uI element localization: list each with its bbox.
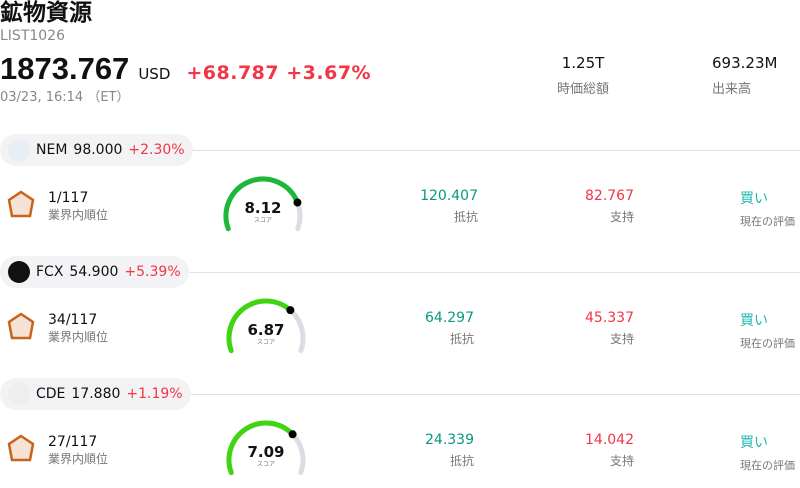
rating-label: 現在の評価 <box>740 459 795 472</box>
score-gauge <box>226 298 306 354</box>
stock-change: +2.30% <box>128 142 185 158</box>
support-label: 支持 <box>609 210 634 224</box>
gauge-marker <box>286 306 295 315</box>
ticker: FCX <box>36 264 64 280</box>
market-cap-value: 1.25T <box>561 54 605 72</box>
resistance-label: 抵抗 <box>449 454 474 468</box>
support-value: 82.767 <box>585 188 634 204</box>
score: 6.87 スコア <box>236 321 296 347</box>
industry-rank: 1/117 業界内順位 <box>48 190 108 223</box>
change-value: +68.787 <box>186 62 280 84</box>
rank-value: 27/117 <box>48 434 98 450</box>
resistance: 120.407 抵抗 <box>398 188 478 225</box>
gauge-fill <box>223 176 300 232</box>
volume: 693.23M 出来高 <box>712 54 800 97</box>
rank-value: 34/117 <box>48 312 98 328</box>
resistance-label: 抵抗 <box>449 332 474 346</box>
gauge-marker <box>293 198 302 207</box>
stock-price: 17.880 <box>71 386 121 402</box>
timestamp: 03/23, 16:14 （ET） <box>0 90 130 105</box>
currency: USD <box>138 65 171 83</box>
score-value: 7.09 <box>247 443 285 461</box>
rating: 買い 現在の評価 <box>740 188 795 229</box>
gauge-marker <box>288 430 297 439</box>
score-label: スコア <box>256 461 275 468</box>
rank-value: 1/117 <box>48 190 89 206</box>
rating: 買い 現在の評価 <box>740 432 795 473</box>
volume-value: 693.23M <box>712 54 778 72</box>
rank-label: 業界内順位 <box>48 208 109 222</box>
score-value: 6.87 <box>247 321 285 339</box>
industry-rank: 34/117 業界内順位 <box>48 312 108 345</box>
rating-value: 買い <box>740 313 768 329</box>
price-change: +68.787 +3.67% <box>186 54 371 92</box>
score: 8.12 スコア <box>233 199 293 225</box>
stock-price: 98.000 <box>73 142 123 158</box>
list-code: LIST1026 <box>0 28 65 44</box>
stock-price: 54.900 <box>69 264 119 280</box>
support: 82.767 支持 <box>554 188 634 225</box>
rank-label: 業界内順位 <box>48 452 109 466</box>
support-value: 45.337 <box>585 310 634 326</box>
resistance: 64.297 抵抗 <box>394 310 474 347</box>
section-divider <box>190 394 800 395</box>
score-gauge <box>226 420 306 476</box>
company-logo-icon <box>8 261 30 283</box>
stock-change: +1.19% <box>126 386 183 402</box>
score: 7.09 スコア <box>236 443 296 469</box>
volume-label: 出来高 <box>712 82 752 97</box>
resistance-value: 64.297 <box>425 310 474 326</box>
support-label: 支持 <box>609 454 634 468</box>
company-logo-icon <box>8 139 30 161</box>
score-gauge <box>223 176 303 232</box>
ticker: NEM <box>36 142 68 158</box>
radar-icon <box>7 312 35 340</box>
stock-pill-cde[interactable]: CDE 17.880 +1.19% <box>0 378 191 410</box>
support: 14.042 支持 <box>554 432 634 469</box>
support-value: 14.042 <box>585 432 634 448</box>
rank-label: 業界内順位 <box>48 330 109 344</box>
radar-icon <box>7 434 35 462</box>
market-cap-label: 時価総額 <box>556 82 609 97</box>
radar-icon <box>7 190 35 218</box>
rating-value: 買い <box>740 191 768 207</box>
rating-value: 買い <box>740 435 768 451</box>
section-divider <box>190 150 800 151</box>
index-price: 1873.767 <box>0 51 130 86</box>
gauge-fill <box>226 298 293 354</box>
resistance-label: 抵抗 <box>453 210 478 224</box>
section-divider <box>190 272 800 273</box>
score-label: スコア <box>253 217 272 224</box>
gauge-fill <box>226 420 296 476</box>
ticker: CDE <box>36 386 66 402</box>
industry-rank: 27/117 業界内順位 <box>48 434 108 467</box>
rating: 買い 現在の評価 <box>740 310 795 351</box>
price-line: 1873.767 USD +68.787 +3.67% <box>0 50 371 93</box>
resistance: 24.339 抵抗 <box>394 432 474 469</box>
score-value: 8.12 <box>244 199 282 217</box>
support: 45.337 支持 <box>554 310 634 347</box>
page-title: 鉱物資源 <box>0 0 92 26</box>
rating-label: 現在の評価 <box>740 337 795 350</box>
stock-change: +5.39% <box>124 264 181 280</box>
score-label: スコア <box>256 339 275 346</box>
market-cap: 1.25T 時価総額 <box>528 54 638 97</box>
company-logo-icon <box>8 383 30 405</box>
resistance-value: 120.407 <box>420 188 478 204</box>
support-label: 支持 <box>609 332 634 346</box>
rating-label: 現在の評価 <box>740 215 795 228</box>
stock-pill-fcx[interactable]: FCX 54.900 +5.39% <box>0 256 189 288</box>
stock-pill-nem[interactable]: NEM 98.000 +2.30% <box>0 134 193 166</box>
resistance-value: 24.339 <box>425 432 474 448</box>
change-percent: +3.67% <box>286 62 372 84</box>
